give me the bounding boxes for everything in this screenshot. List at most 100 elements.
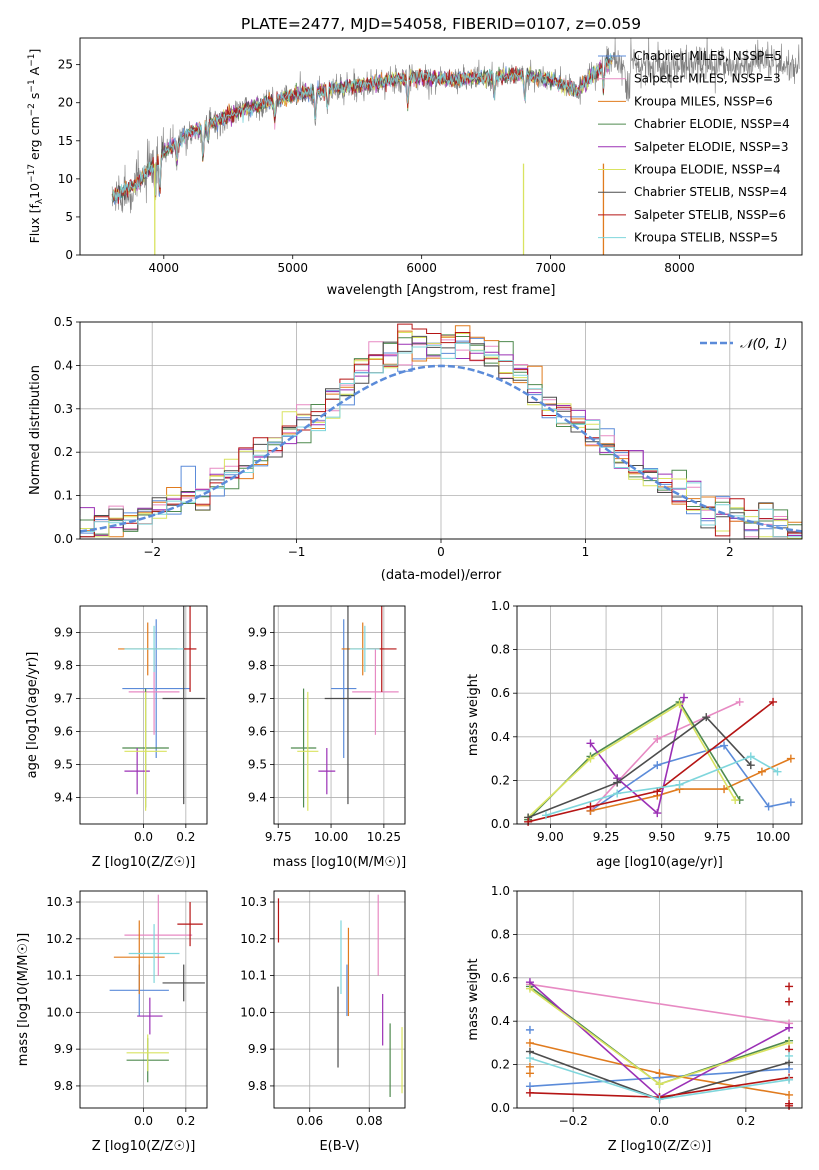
y-tick-label: 9.5 xyxy=(248,758,267,772)
y-tick-label: 5 xyxy=(65,210,73,224)
weight-marker-salpeter_stelib xyxy=(586,802,595,811)
y-tick-label: 0.3 xyxy=(54,402,73,416)
weight-marker-kroupa_miles xyxy=(786,754,795,763)
y-tick-label: 0.8 xyxy=(491,643,510,657)
y-tick-label: 25 xyxy=(58,58,73,72)
y-tick-label: 9.4 xyxy=(248,791,267,805)
model-line-salpeter_stelib xyxy=(111,57,613,204)
weight-marker-salpeter_elodie xyxy=(586,739,595,748)
spectrum-axes: 4000 5000 6000 7000 8000 0 5 10 15 20 25 xyxy=(58,58,695,275)
spectrum-legend: Chabrier MILES, NSSP=5 Salpeter MILES, NS… xyxy=(598,49,790,245)
weight-marker-chabrier_miles xyxy=(764,802,773,811)
x-tick-label: 7000 xyxy=(535,261,566,275)
weight-marker-kroupa_stelib xyxy=(675,780,684,789)
weight-marker-salpeter_stelib xyxy=(524,817,533,826)
x-tick-label: 0 xyxy=(437,545,445,559)
x-tick-label: 0.0 xyxy=(134,1114,153,1128)
y-tick-label: 9.4 xyxy=(54,791,73,805)
y-tick-label: 9.6 xyxy=(248,725,267,739)
legend-label-kroupa_elodie: Kroupa ELODIE, NSSP=4 xyxy=(634,163,781,177)
weight-lines xyxy=(524,693,795,826)
axes-mass_vs_z: 0.0 0.2 9.8 9.9 10.0 10.1 10.2 10.3 xyxy=(46,891,207,1128)
y-tick-label: 1.0 xyxy=(491,599,510,613)
weight-marker-kroupa_stelib xyxy=(773,767,782,776)
weight-vs-z-panel: −0.2 0.0 0.2 0.0 0.2 0.4 0.6 0.8 1.0 Z [log10(Z/Z… xyxy=(466,884,803,1154)
x-tick-label: 0.0 xyxy=(650,1114,669,1128)
weight-marker-kroupa_miles xyxy=(655,1069,664,1078)
residuals-xlabel: (data-model)/error xyxy=(381,568,502,583)
y-tick-label: 0.2 xyxy=(491,1058,510,1072)
age-vs-z-panel: 0.0 0.2 9.4 9.5 9.6 9.7 9.8 9.9 Z [log10(Z/Z☉)] a… xyxy=(25,605,208,870)
x-tick-label: 0.2 xyxy=(176,1114,195,1128)
weight-marker-kroupa_elodie xyxy=(731,796,740,805)
frame-mass_vs_z xyxy=(79,890,208,1109)
residuals-panel: −2 −1 0 1 2 0.0 0.1 0.2 0.3 0.4 0.5 (data-model)/e… xyxy=(28,315,803,583)
x-tick-label: 0.0 xyxy=(134,830,153,844)
axes-weight_vs_z: −0.2 0.0 0.2 0.0 0.2 0.4 0.6 0.8 1.0 xyxy=(491,884,802,1128)
y-tick-label: 9.9 xyxy=(248,625,267,639)
y-tick-label: 9.9 xyxy=(248,1042,267,1056)
y-tick-label: 20 xyxy=(58,96,73,110)
x-tick-label: 6000 xyxy=(406,261,437,275)
spectrum-title: PLATE=2477, MJD=54058, FIBERID=0107, z=0… xyxy=(241,15,641,33)
axes-age_vs_mass: 9.75 10.00 10.25 9.4 9.5 9.6 9.7 9.8 9.9 xyxy=(248,606,405,844)
y-tick-label: 0.5 xyxy=(54,315,73,329)
endpoint-marker-salpeter_stelib xyxy=(785,997,794,1006)
histograms xyxy=(80,323,802,539)
ylabel-weight_vs_z: mass weight xyxy=(466,958,481,1040)
y-tick-label: 0.6 xyxy=(491,686,510,700)
y-tick-label: 0.2 xyxy=(491,773,510,787)
y-tick-label: 0.4 xyxy=(491,730,510,744)
errorbars xyxy=(290,606,399,811)
x-tick-label: −2 xyxy=(143,545,161,559)
frame-weight_vs_age xyxy=(516,605,803,825)
spectrum-ylabel: Flux [fλ10−17 erg cm−2 s−1 A−1] xyxy=(27,49,45,244)
y-tick-label: 9.5 xyxy=(54,758,73,772)
x-tick-label: 8000 xyxy=(664,261,695,275)
y-tick-label: 9.6 xyxy=(54,725,73,739)
weight-line-kroupa_miles xyxy=(590,757,792,812)
weight-marker-chabrier_miles xyxy=(786,798,795,807)
y-tick-label: 9.8 xyxy=(54,1079,73,1093)
residuals-legend: 𝒩(0, 1) xyxy=(700,337,787,352)
residuals-frame xyxy=(79,321,803,540)
x-tick-label: 4000 xyxy=(149,261,180,275)
weight-marker-salpeter_elodie xyxy=(653,809,662,818)
weight-line-salpeter_stelib xyxy=(527,701,774,823)
weight-lines xyxy=(525,978,794,1110)
x-tick-label: 9.25 xyxy=(593,830,620,844)
x-tick-label: 2 xyxy=(726,545,734,559)
y-tick-label: 0.8 xyxy=(491,927,510,941)
x-tick-label: 9.75 xyxy=(265,830,292,844)
y-tick-label: 10 xyxy=(58,172,73,186)
weight-marker-kroupa_elodie xyxy=(586,754,595,763)
residuals-ylabel: Normed distribution xyxy=(28,365,43,495)
x-tick-label: 10.00 xyxy=(756,830,790,844)
legend-label-chabrier_elodie: Chabrier ELODIE, NSSP=4 xyxy=(634,117,790,131)
weight-line-kroupa_elodie xyxy=(527,702,736,819)
weight-marker-kroupa_elodie xyxy=(525,984,534,993)
legend-label-kroupa_stelib: Kroupa STELIB, NSSP=5 xyxy=(634,231,778,245)
y-tick-label: 0.1 xyxy=(54,489,73,503)
weight-marker-salpeter_stelib xyxy=(525,1088,534,1097)
y-tick-label: 0.6 xyxy=(491,971,510,985)
xlabel-weight_vs_age: age [log10(age/yr)] xyxy=(596,855,723,870)
frame-weight_vs_z xyxy=(516,890,803,1109)
y-tick-label: 0.4 xyxy=(491,1014,510,1028)
y-tick-label: 0 xyxy=(65,248,73,262)
histogram-kroupa_stelib xyxy=(80,342,802,538)
frame-mass_vs_ebv xyxy=(273,890,406,1109)
weight-marker-kroupa_stelib xyxy=(613,789,622,798)
axes-mass_vs_ebv: 0.06 0.08 9.8 9.9 10.0 10.1 10.2 10.3 xyxy=(240,891,405,1128)
weight-vs-age-panel: 9.00 9.25 9.50 9.75 10.00 0.0 0.2 0.4 0.6 0.8 1.0 a… xyxy=(466,599,803,870)
weight-marker-chabrier_miles xyxy=(720,741,729,750)
weight-marker-kroupa_stelib xyxy=(541,811,550,820)
x-tick-label: 10.00 xyxy=(314,830,348,844)
endpoint-marker-salpeter_stelib xyxy=(785,1101,794,1110)
errorbars xyxy=(118,606,205,811)
errorbars xyxy=(109,894,205,1083)
legend-label-kroupa_miles: Kroupa MILES, NSSP=6 xyxy=(634,94,773,108)
y-tick-label: 15 xyxy=(58,134,73,148)
y-tick-label: 10.1 xyxy=(46,969,73,983)
spectrum-panel: PLATE=2477, MJD=54058, FIBERID=0107, z=0… xyxy=(27,15,803,298)
